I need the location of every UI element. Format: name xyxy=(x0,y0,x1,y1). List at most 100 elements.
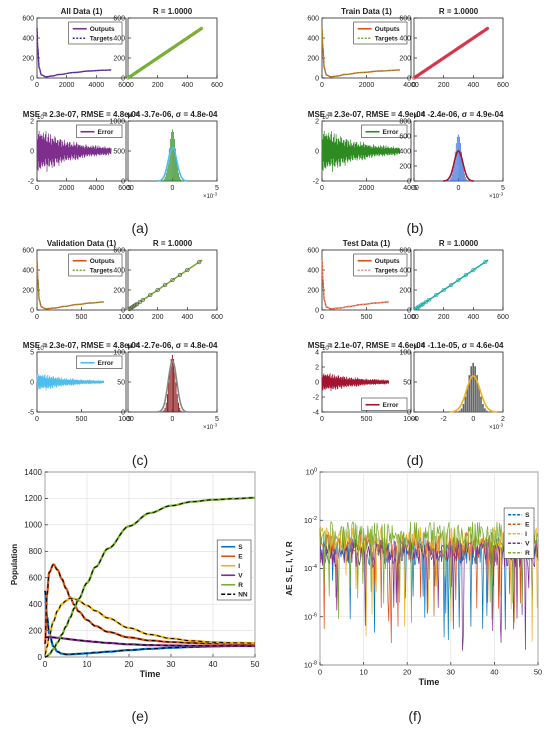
panel-title: R = 1.0000 xyxy=(153,239,193,248)
y-tick-label: -2 xyxy=(313,394,319,401)
legend xyxy=(353,253,408,277)
histogram-bar xyxy=(460,143,461,181)
histogram-bar xyxy=(482,403,484,412)
y-tick-label: 1000 xyxy=(109,118,125,125)
legend xyxy=(216,539,252,601)
x-tick-label: 6000 xyxy=(118,82,134,89)
x-tick-label: 10 xyxy=(83,660,92,669)
x-tick-label: 500 xyxy=(76,314,88,321)
histogram-bar xyxy=(167,394,168,412)
x-tick-label: 0 xyxy=(171,416,175,423)
y-tick-label: 400 xyxy=(399,267,411,274)
data-point xyxy=(426,297,431,303)
data-point xyxy=(471,267,476,273)
x-tick-label: 0 xyxy=(320,416,324,423)
legend xyxy=(361,124,408,138)
x-tick-label: 0 xyxy=(35,314,39,321)
legend xyxy=(353,21,408,45)
panel-title: μ = -2.7e-06, σ = 4.8e-04 xyxy=(128,341,219,350)
y-tick-label: 600 xyxy=(399,15,411,22)
panel-title: Validation Data (1) xyxy=(47,239,117,248)
data-point xyxy=(456,277,461,283)
y-tick-label: 0 xyxy=(407,409,411,416)
y-tick-label: 0 xyxy=(315,379,319,386)
y-tick-label: 800 xyxy=(29,547,43,556)
x-tick-label: -5 xyxy=(411,185,417,192)
y-tick-label: 200 xyxy=(22,287,34,294)
y-tick-label: 0 xyxy=(407,75,411,82)
histogram-bar xyxy=(451,173,453,181)
histogram-bar xyxy=(171,129,173,181)
histogram-bar xyxy=(179,407,181,412)
data-point xyxy=(137,299,143,305)
y-exponent-label: 10-3 xyxy=(322,113,333,121)
panel-title: R = 1.0000 xyxy=(439,239,479,248)
y-tick-label: 600 xyxy=(113,247,125,254)
error-line xyxy=(36,130,112,172)
x-tick-label: 40 xyxy=(209,660,218,669)
y-tick-label: 10-8 xyxy=(304,661,317,670)
outputs-line xyxy=(36,27,112,78)
x-tick-label: 30 xyxy=(447,668,455,677)
x-tick-label: 30 xyxy=(167,660,176,669)
histogram-bar xyxy=(181,411,183,412)
histogram-bar xyxy=(465,177,467,181)
histogram-bar xyxy=(452,168,454,181)
x-tick-label: 1000 xyxy=(403,314,419,321)
panel-caption: (d) xyxy=(406,452,423,468)
legend xyxy=(361,397,408,411)
x-tick-label: 4000 xyxy=(89,185,105,192)
histogram-bar xyxy=(177,402,179,412)
legend xyxy=(68,21,123,45)
y-tick-label: 200 xyxy=(307,287,319,294)
histogram-bar xyxy=(464,396,467,412)
data-point xyxy=(162,282,168,288)
y-tick-label: 600 xyxy=(399,133,411,140)
legend-label: V xyxy=(525,541,530,548)
histogram-bar xyxy=(167,158,169,181)
x-tick-label: -2 xyxy=(441,416,447,423)
x-tick-label: 200 xyxy=(152,82,164,89)
histogram-bar xyxy=(448,180,450,181)
histogram-bar xyxy=(462,403,465,412)
x-tick-label: 400 xyxy=(467,314,479,321)
y-tick-label: 10-2 xyxy=(304,516,317,525)
histogram-bar xyxy=(454,151,456,181)
legend-label: R xyxy=(525,550,530,557)
y-tick-label: 400 xyxy=(22,35,34,42)
x-tick-label: 10 xyxy=(359,668,367,677)
x-tick-label: 20 xyxy=(403,668,411,677)
y-tick-label: 0 xyxy=(407,178,411,185)
x-tick-label: 400 xyxy=(181,82,193,89)
legend-label: Outputs xyxy=(90,258,115,265)
panel-caption: (f) xyxy=(408,708,421,724)
x-tick-label: 500 xyxy=(76,416,88,423)
histogram-bar xyxy=(474,366,476,412)
y-tick-label: 0 xyxy=(121,178,125,185)
x-tick-label: 0 xyxy=(320,185,324,192)
error-line xyxy=(321,373,390,392)
histogram-bar xyxy=(453,160,455,181)
y-tick-label: 200 xyxy=(29,626,43,635)
data-point xyxy=(177,272,183,278)
histogram-bar xyxy=(450,177,452,181)
x-tick-label: 6000 xyxy=(118,185,134,192)
legend-label: Error xyxy=(98,129,114,136)
histogram-bar xyxy=(180,410,182,412)
y-tick-label: 10-4 xyxy=(304,564,317,573)
panel-caption: (a) xyxy=(131,220,148,236)
y-tick-label: 100 xyxy=(113,349,125,356)
y-tick-label: 2 xyxy=(30,118,34,125)
histogram-bar xyxy=(168,382,170,412)
histogram-bar xyxy=(177,166,178,181)
legend-label: E xyxy=(525,522,530,529)
histogram-bar xyxy=(468,375,471,412)
data-point xyxy=(420,301,426,307)
x-tick-label: 600 xyxy=(497,314,509,321)
histogram-bar xyxy=(486,410,488,412)
y-tick-label: 400 xyxy=(399,35,411,42)
legend-label: Targets xyxy=(375,36,398,43)
x-tick-label: 2000 xyxy=(359,82,375,89)
histogram-bar xyxy=(466,179,468,181)
